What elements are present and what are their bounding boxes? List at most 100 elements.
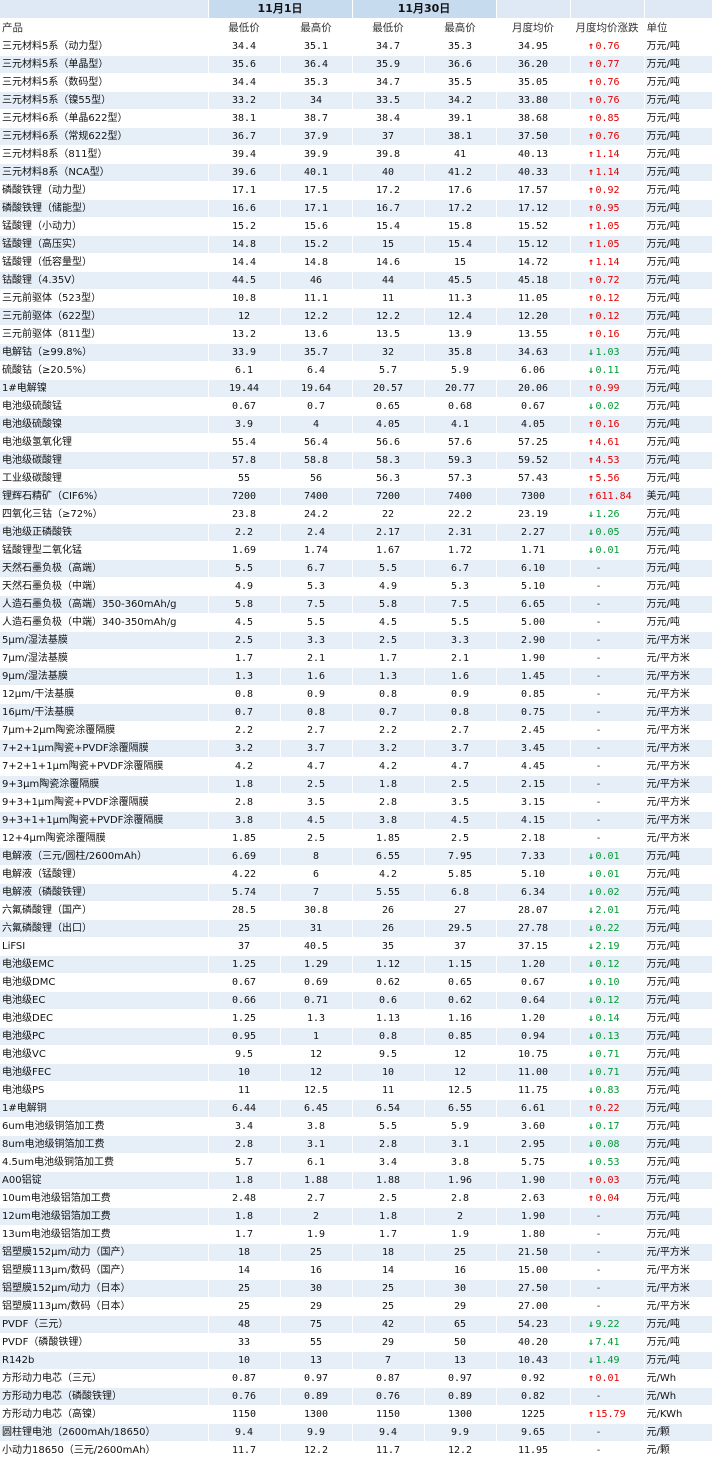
change-value: 0.16 [595, 329, 620, 340]
table-row: 10um电池级铝箔加工费 2.48 2.7 2.5 2.8 2.63 ↑0.04 万元/吨 [0, 1189, 712, 1208]
unit-cell: 元/平方米 [644, 1279, 712, 1298]
high2-cell: 12 [424, 1045, 497, 1064]
change-value: 0.72 [595, 275, 620, 286]
table-row: 12um电池级铝箔加工费 1.8 2 1.8 2 1.90- 万元/吨 [0, 1207, 712, 1226]
high2-cell: 13.9 [424, 325, 497, 344]
avg-cell: 15.00 [496, 1261, 571, 1280]
avg-cell: 0.75 [496, 703, 571, 722]
product-cell: 方形动力电芯（高镍） [0, 1405, 209, 1424]
change-cell: - [570, 1423, 645, 1442]
high1-cell: 3.8 [280, 1117, 353, 1136]
table-row: 12+4μm陶瓷涂覆隔膜 1.85 2.5 1.85 2.5 2.18- 元/平方米 [0, 829, 712, 848]
avg-cell: 11.75 [496, 1081, 571, 1100]
high2-cell: 41 [424, 145, 497, 164]
arrow-up-icon: ↑ [587, 293, 595, 304]
high2-cell: 6.55 [424, 1099, 497, 1118]
change-value: 1.05 [595, 221, 620, 232]
low1-cell: 0.67 [208, 397, 281, 416]
high1-cell: 12 [280, 1045, 353, 1064]
product-cell: 铝塑膜152μm/动力（国产） [0, 1243, 209, 1262]
high2-cell: 15.8 [424, 217, 497, 236]
arrow-up-icon: ↑ [587, 311, 595, 322]
change-value: - [595, 563, 602, 574]
table-row: 7+2+1μm陶瓷+PVDF涂覆隔膜 3.2 3.7 3.2 3.7 3.45- 元/平方米 [0, 739, 712, 758]
low2-cell: 2.2 [352, 721, 425, 740]
change-value: - [595, 689, 602, 700]
high2-cell: 3.7 [424, 739, 497, 758]
table-row: 三元材料6系（常规622型） 36.7 37.9 37 38.1 37.50 ↑0.76 万元… [0, 127, 712, 146]
table-row: 六氟磷酸锂（出口） 25 31 26 29.5 27.78 ↓0.22 万元/吨 [0, 919, 712, 938]
arrow-down-icon: ↓ [587, 869, 595, 880]
high2-cell: 4.1 [424, 415, 497, 434]
low1-cell: 2.5 [208, 631, 281, 650]
low1-cell: 5.74 [208, 883, 281, 902]
table-row: 9μm/湿法基膜 1.3 1.6 1.3 1.6 1.45- 元/平方米 [0, 667, 712, 686]
unit-cell: 万元/吨 [644, 577, 712, 596]
product-cell: 磷酸铁锂（储能型） [0, 199, 209, 218]
high1-cell: 75 [280, 1315, 353, 1334]
table-row: 12μm/干法基膜 0.8 0.9 0.8 0.9 0.85- 元/平方米 [0, 685, 712, 704]
unit-cell: 万元/吨 [644, 127, 712, 146]
avg-cell: 1.80 [496, 1225, 571, 1244]
change-value: - [595, 1391, 602, 1402]
avg-cell: 33.80 [496, 91, 571, 110]
change-value: 0.22 [595, 1103, 620, 1114]
low1-cell: 10 [208, 1063, 281, 1082]
high2-cell: 12 [424, 1063, 497, 1082]
low2-cell: 2.5 [352, 1189, 425, 1208]
product-cell: 电解液（锰酸锂） [0, 865, 209, 884]
change-value: 9.22 [595, 1319, 620, 1330]
table-row: 7+2+1+1μm陶瓷+PVDF涂覆隔膜 4.2 4.7 4.2 4.7 4.45- 元/平… [0, 757, 712, 776]
change-value: - [595, 1445, 602, 1456]
high2-cell: 12.5 [424, 1081, 497, 1100]
table-row: 电池级正磷酸铁 2.2 2.4 2.17 2.31 2.27 ↓0.05 万元/吨 [0, 523, 712, 542]
change-cell: ↑4.61 [570, 433, 645, 452]
high2-cell: 0.62 [424, 991, 497, 1010]
unit-cell: 万元/吨 [644, 559, 712, 578]
high1-cell: 7400 [280, 487, 353, 506]
avg-cell: 11.05 [496, 289, 571, 308]
low1-cell: 25 [208, 919, 281, 938]
table-row: 锰酸锂型二氧化锰 1.69 1.74 1.67 1.72 1.71 ↓0.01 万元/吨 [0, 541, 712, 560]
arrow-down-icon: ↓ [587, 905, 595, 916]
table-row: 电池级DEC 1.25 1.3 1.13 1.16 1.20 ↓0.14 万元/吨 [0, 1009, 712, 1028]
low2-cell: 1150 [352, 1405, 425, 1424]
change-cell: ↑0.85 [570, 109, 645, 128]
change-value: 1.26 [595, 509, 620, 520]
product-cell: 6um电池级铜箔加工费 [0, 1117, 209, 1136]
change-value: 0.71 [595, 1067, 620, 1078]
change-cell: ↑0.04 [570, 1189, 645, 1208]
low1-cell: 2.2 [208, 523, 281, 542]
arrow-down-icon: ↓ [587, 509, 595, 520]
high1-cell: 12.5 [280, 1081, 353, 1100]
avg-cell: 0.92 [496, 1369, 571, 1388]
low2-cell: 0.76 [352, 1387, 425, 1406]
product-cell: 16μm/干法基膜 [0, 703, 209, 722]
high1-cell: 13.6 [280, 325, 353, 344]
low2-cell: 4.2 [352, 757, 425, 776]
arrow-down-icon: ↓ [587, 527, 595, 538]
table-row: 9+3+1μm陶瓷+PVDF涂覆隔膜 2.8 3.5 2.8 3.5 3.15- 元/平方米 [0, 793, 712, 812]
unit-cell: 万元/吨 [644, 901, 712, 920]
change-value: 0.01 [595, 869, 620, 880]
unit-cell: 万元/吨 [644, 37, 712, 56]
table-row: 锂辉石精矿（CIF6%） 7200 7400 7200 7400 7300 ↑611.84 美… [0, 487, 712, 506]
low2-cell: 26 [352, 901, 425, 920]
high1-cell: 1.88 [280, 1171, 353, 1190]
unit-cell: 万元/吨 [644, 253, 712, 272]
arrow-up-icon: ↑ [587, 329, 595, 340]
high2-cell: 2.8 [424, 1189, 497, 1208]
product-cell: 电池级EC [0, 991, 209, 1010]
change-value: - [595, 581, 602, 592]
table-row: 电池级碳酸锂 57.8 58.8 58.3 59.3 59.52 ↑4.53 万元/吨 [0, 451, 712, 470]
arrow-down-icon: ↓ [587, 1067, 595, 1078]
avg-cell: 6.10 [496, 559, 571, 578]
product-cell: 锰酸锂（低容量型） [0, 253, 209, 272]
high1-cell: 0.69 [280, 973, 353, 992]
change-value: 2.19 [595, 941, 620, 952]
arrow-down-icon: ↓ [587, 1013, 595, 1024]
low2-cell: 0.8 [352, 685, 425, 704]
low2-cell: 9.4 [352, 1423, 425, 1442]
product-cell: LiFSI [0, 937, 209, 956]
avg-cell: 3.60 [496, 1117, 571, 1136]
